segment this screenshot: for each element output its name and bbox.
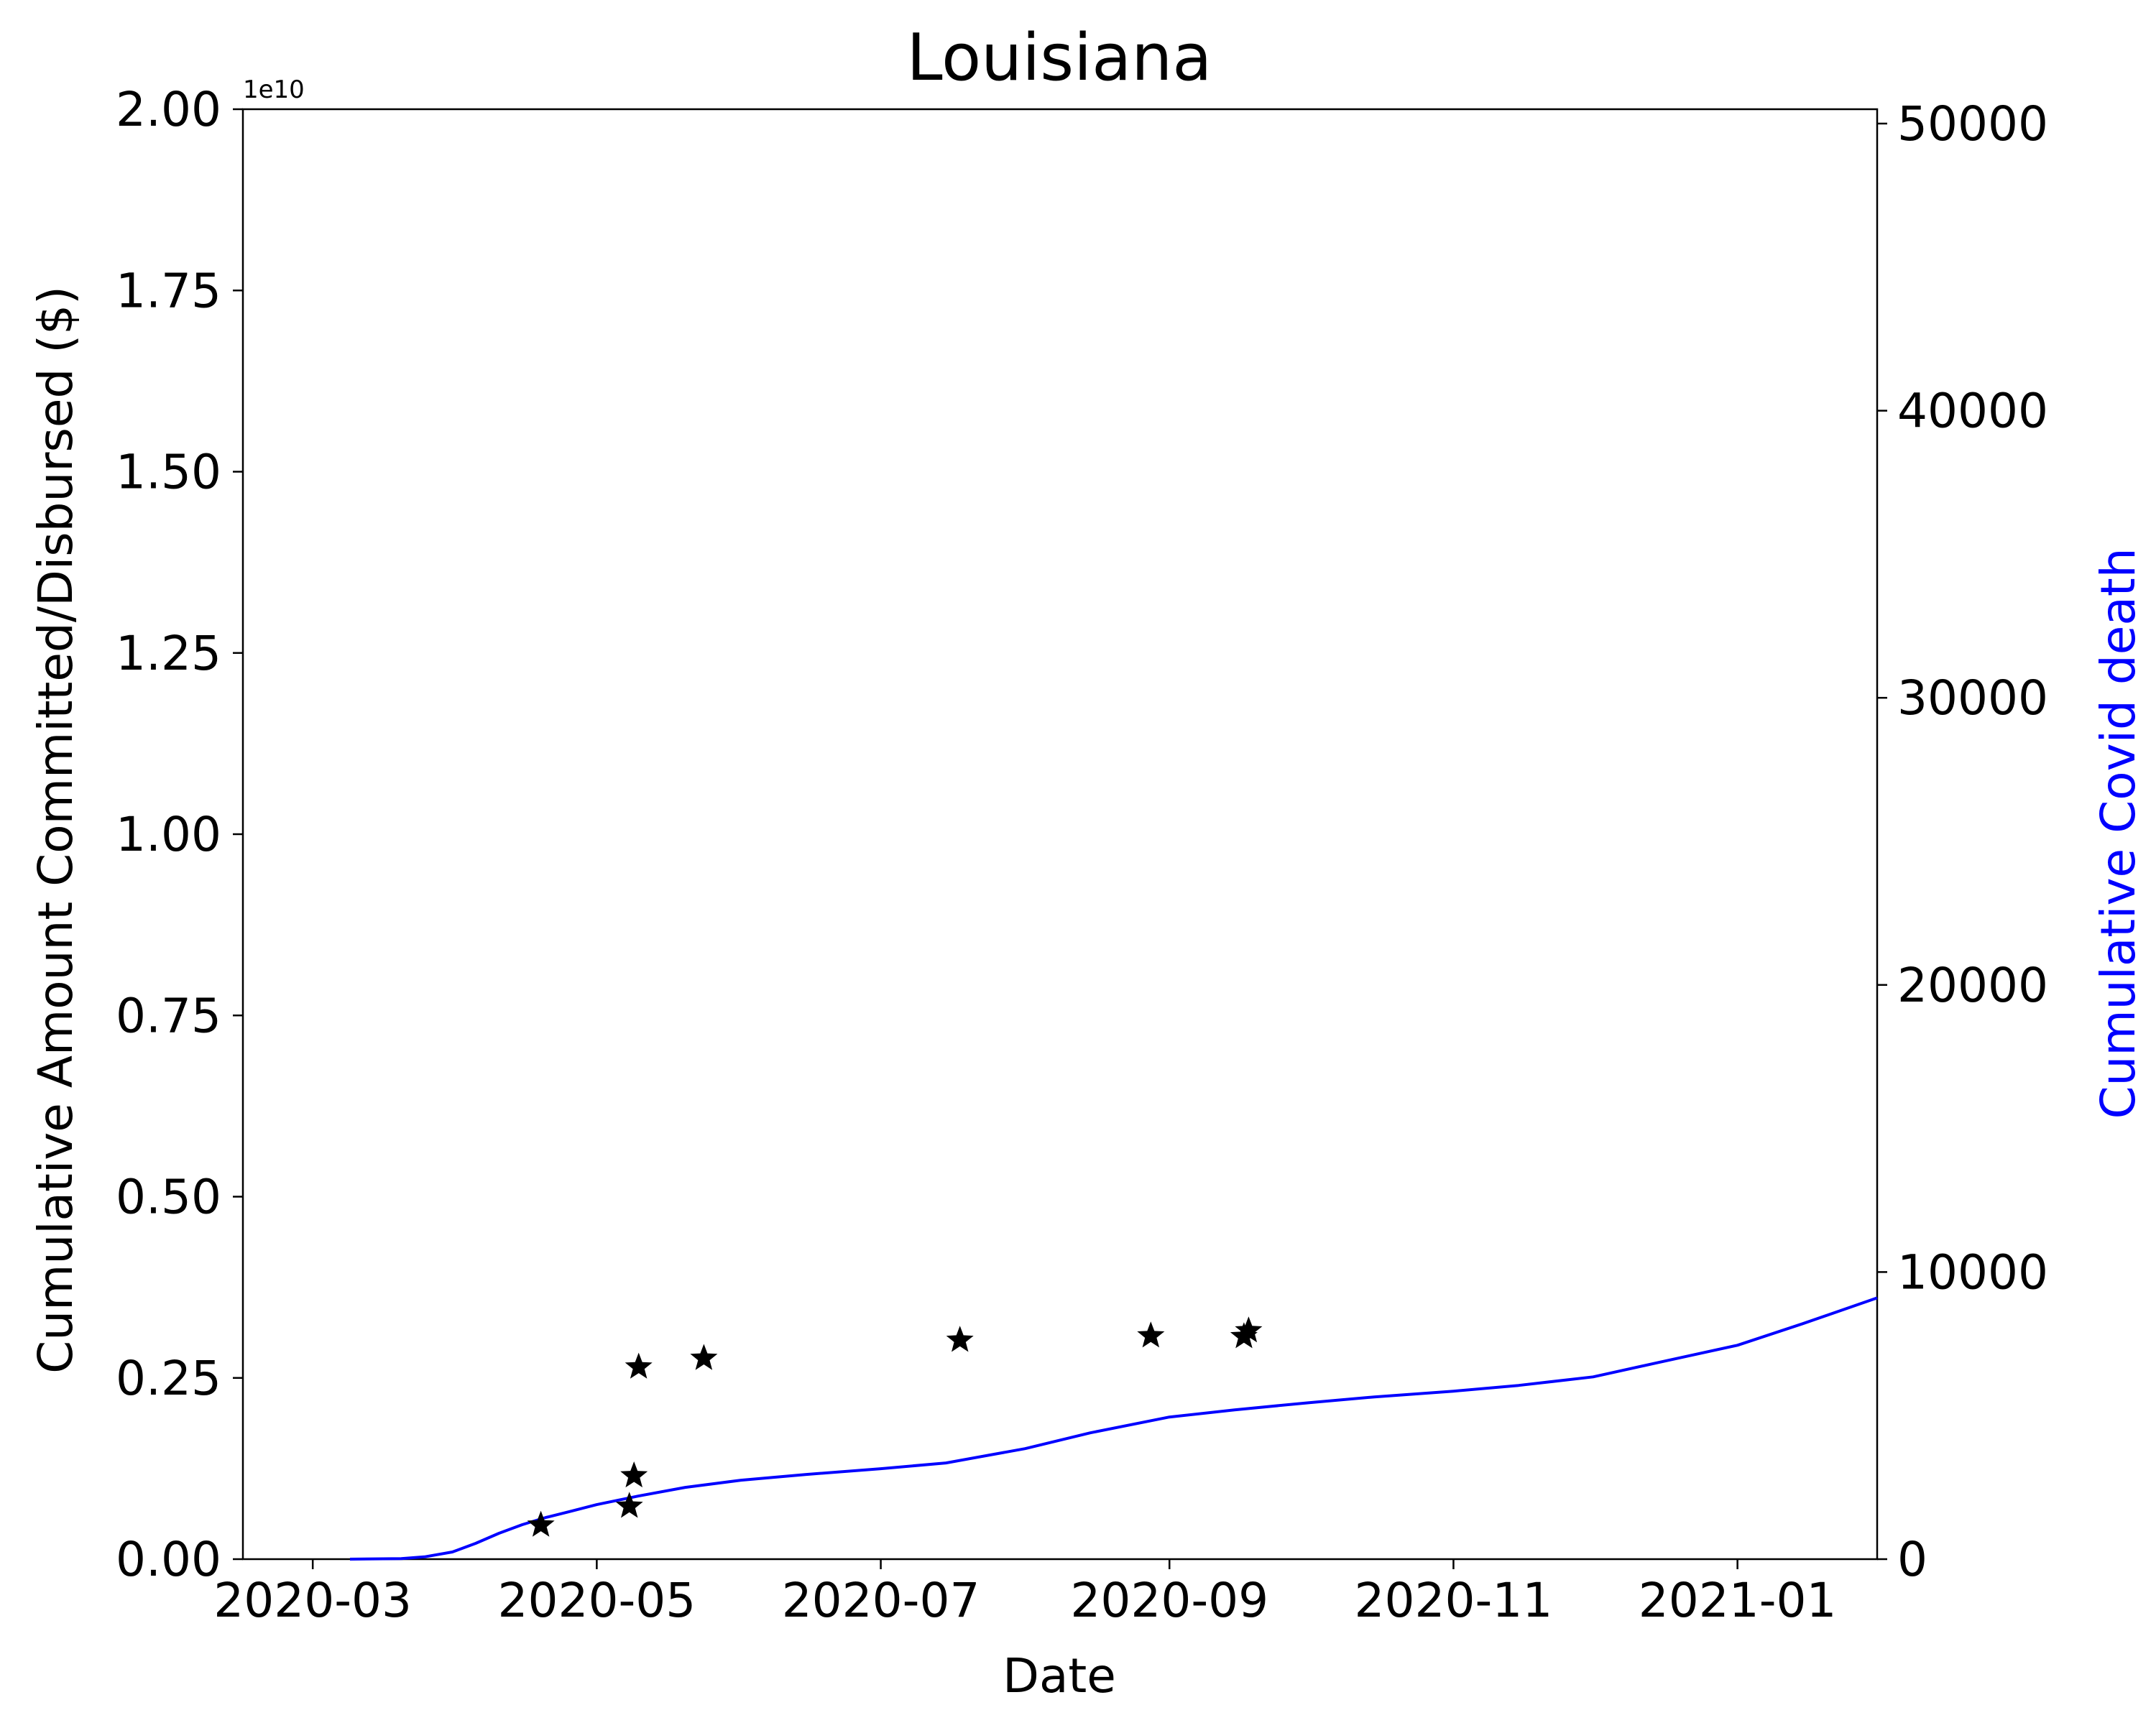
amount-star-marker [625,1352,653,1379]
amount-star-marker [1137,1321,1165,1348]
y-right-tick-label: 50000 [1897,96,2048,152]
y-left-axis-label: Cumulative Amount Committed/Disbursed ($… [28,286,83,1374]
amount-star-marker [527,1510,555,1537]
amount-star-marker [1235,1316,1263,1343]
y-left-tick-label: 1.25 [116,626,221,681]
y-left-tick-label: 1.75 [116,263,221,318]
y-right-tick-label: 30000 [1897,670,2048,726]
y-right-axis-label: Cumulative Covid death [2091,547,2146,1119]
y-right-tick-label: 40000 [1897,384,2048,439]
y-left-tick-label: 2.00 [116,82,221,137]
y-left-tick-label: 0.00 [116,1532,221,1587]
x-tick-label: 2021-01 [1639,1573,1837,1628]
x-tick-label: 2020-05 [497,1573,696,1628]
x-tick-label: 2020-03 [213,1573,412,1628]
amount-star-marker [690,1344,718,1370]
y-left-tick-label: 0.50 [116,1170,221,1225]
y-left-tick-label: 0.25 [116,1351,221,1406]
x-tick-label: 2020-07 [782,1573,980,1628]
y-left-tick-label: 1.00 [116,807,221,862]
y-right-tick-label: 20000 [1897,958,2048,1013]
amount-star-marker [946,1326,974,1352]
plot-frame [241,108,1879,1561]
covid-death-line [349,1296,1878,1561]
x-tick-label: 2020-09 [1070,1573,1268,1628]
amount-star-marker [620,1461,648,1488]
y-left-tick-label: 0.75 [116,988,221,1043]
y-right-tick-label: 10000 [1897,1244,2048,1300]
x-tick-label: 2020-11 [1355,1573,1553,1628]
chart-title: Louisiana [907,20,1212,96]
x-axis-label: Date [1003,1648,1116,1704]
y-left-offset-text: 1e10 [243,75,305,104]
amount-star-marker [615,1492,643,1518]
y-left-tick-label: 1.50 [116,445,221,500]
y-right-tick-label: 0 [1897,1532,1927,1587]
